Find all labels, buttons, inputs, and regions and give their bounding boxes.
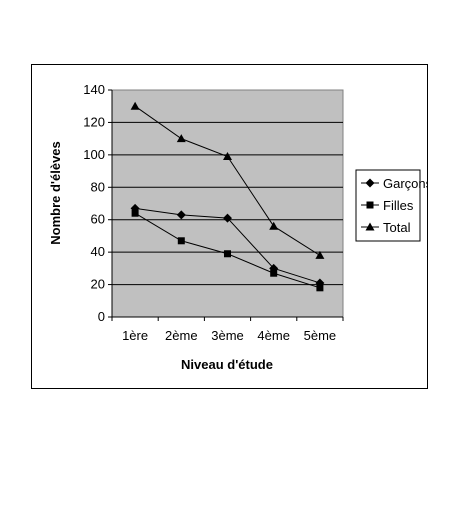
data-point: [269, 221, 279, 230]
y-tick-label: 100: [83, 147, 105, 162]
data-point: [316, 284, 324, 292]
y-tick-label: 60: [91, 212, 105, 227]
line-chart: 0 20 40 60 80 100 120 140 1ère 2ème 3ème 4ème 5ème Ga…: [48, 82, 427, 372]
legend-label: Filles: [383, 198, 414, 213]
y-tick-label: 40: [91, 244, 105, 259]
x-tick-label: 1ère: [122, 328, 148, 343]
data-point: [223, 151, 232, 160]
legend-marker: [365, 222, 375, 231]
data-point: [315, 250, 325, 259]
legend-marker: [365, 178, 375, 188]
y-axis-title: Nombre d'élèves: [48, 141, 63, 245]
y-tick-label: 0: [98, 309, 105, 324]
data-point: [131, 209, 139, 217]
x-tick-label: 5ème: [304, 328, 337, 343]
data-point: [176, 134, 186, 143]
x-axis-title: Niveau d'étude: [181, 357, 273, 372]
data-point: [315, 278, 325, 288]
legend-label: Total: [383, 220, 411, 235]
y-tick-label: 140: [83, 82, 105, 97]
chart-frame: 0 20 40 60 80 100 120 140 1ère 2ème 3ème 4ème 5ème Ga…: [31, 64, 428, 389]
data-point: [223, 213, 232, 223]
x-tick-label: 4ème: [257, 328, 290, 343]
legend-marker: [366, 201, 374, 209]
plot-area: [111, 89, 344, 318]
data-point: [177, 237, 185, 245]
y-tick-label: 20: [91, 277, 105, 292]
x-tick-label: 2ème: [165, 328, 198, 343]
y-tick-label: 80: [91, 179, 105, 194]
legend-label: Garçons: [383, 176, 427, 191]
data-point: [270, 269, 278, 277]
data-point: [176, 210, 186, 220]
x-tick-label: 3ème: [211, 328, 244, 343]
data-point: [130, 101, 140, 110]
data-point: [224, 250, 231, 258]
y-tick-label: 120: [83, 114, 105, 129]
